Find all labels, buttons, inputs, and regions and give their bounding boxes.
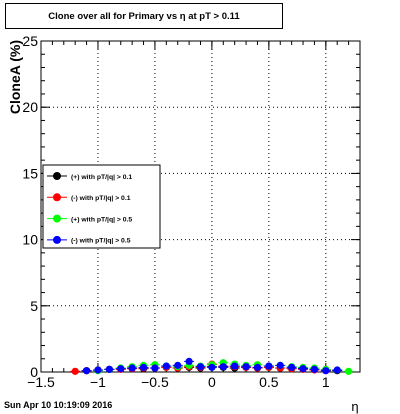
data-point [208, 363, 216, 371]
legend-entry: (+) with pT/|q| > 0.5 [71, 216, 132, 223]
data-point [276, 361, 284, 369]
y-tick-label: 5 [30, 298, 38, 314]
timestamp: Sun Apr 10 10:19:09 2016 [4, 400, 113, 410]
data-point [242, 363, 250, 371]
y-tick-labels: 0 5 10 15 20 25 [22, 33, 38, 380]
y-tick-label: 20 [22, 99, 38, 115]
data-point [310, 365, 319, 373]
data-point [94, 366, 102, 374]
y-tick-label: 15 [22, 165, 38, 181]
x-axis-label: η [351, 399, 358, 414]
data-point [219, 363, 227, 371]
y-tick-label: 0 [30, 364, 38, 380]
x-tick-label: −1 [90, 374, 106, 390]
legend-box [42, 164, 161, 249]
axis-ticks [40, 40, 361, 373]
data-point [151, 364, 159, 372]
x-tick-label: −1.5 [27, 374, 55, 390]
x-tick-label: 1 [322, 374, 330, 390]
legend-entry: (-) with pT/|q| > 0.5 [71, 238, 131, 245]
data-point [128, 364, 136, 372]
data-point [162, 362, 170, 370]
data-point [82, 367, 91, 375]
data-point [117, 365, 125, 373]
legend-marker [53, 193, 61, 202]
data-point [139, 363, 148, 371]
data-point [333, 366, 341, 374]
x-tick-labels: −1.5 −1 −0.5 0 0.5 1 [27, 374, 330, 390]
legend-marker [53, 172, 61, 180]
legend-entry: (-) with pT/|q| > 0.1 [71, 195, 131, 202]
data-point [288, 363, 296, 371]
data-point [185, 357, 193, 366]
series-3 [81, 357, 343, 375]
y-tick-label: 10 [22, 232, 38, 248]
legend: (+) with pT/|q| > 0.1 (-) with pT/|q| > 0… [42, 164, 161, 249]
legend-entry: (+) with pT/|q| > 0.1 [71, 174, 132, 181]
data-point [71, 367, 79, 375]
data-point [265, 362, 273, 370]
data-point [174, 361, 182, 369]
x-tick-label: 0 [208, 374, 216, 390]
chart-title: Clone over all for Primary vs η at pT > … [5, 3, 283, 29]
x-tick-label: 0.5 [259, 374, 279, 390]
data-point [322, 367, 330, 375]
x-tick-label: −0.5 [141, 374, 169, 390]
data-points [70, 357, 354, 375]
data-point [299, 365, 307, 373]
y-tick-label: 25 [22, 33, 38, 49]
data-point [253, 363, 262, 371]
legend-marker [53, 235, 61, 244]
y-axis-label: CloneA (%) [7, 40, 23, 114]
data-point [231, 362, 239, 370]
legend-marker [53, 214, 61, 223]
data-point [105, 365, 113, 373]
data-point [196, 363, 205, 371]
data-point [345, 367, 353, 375]
